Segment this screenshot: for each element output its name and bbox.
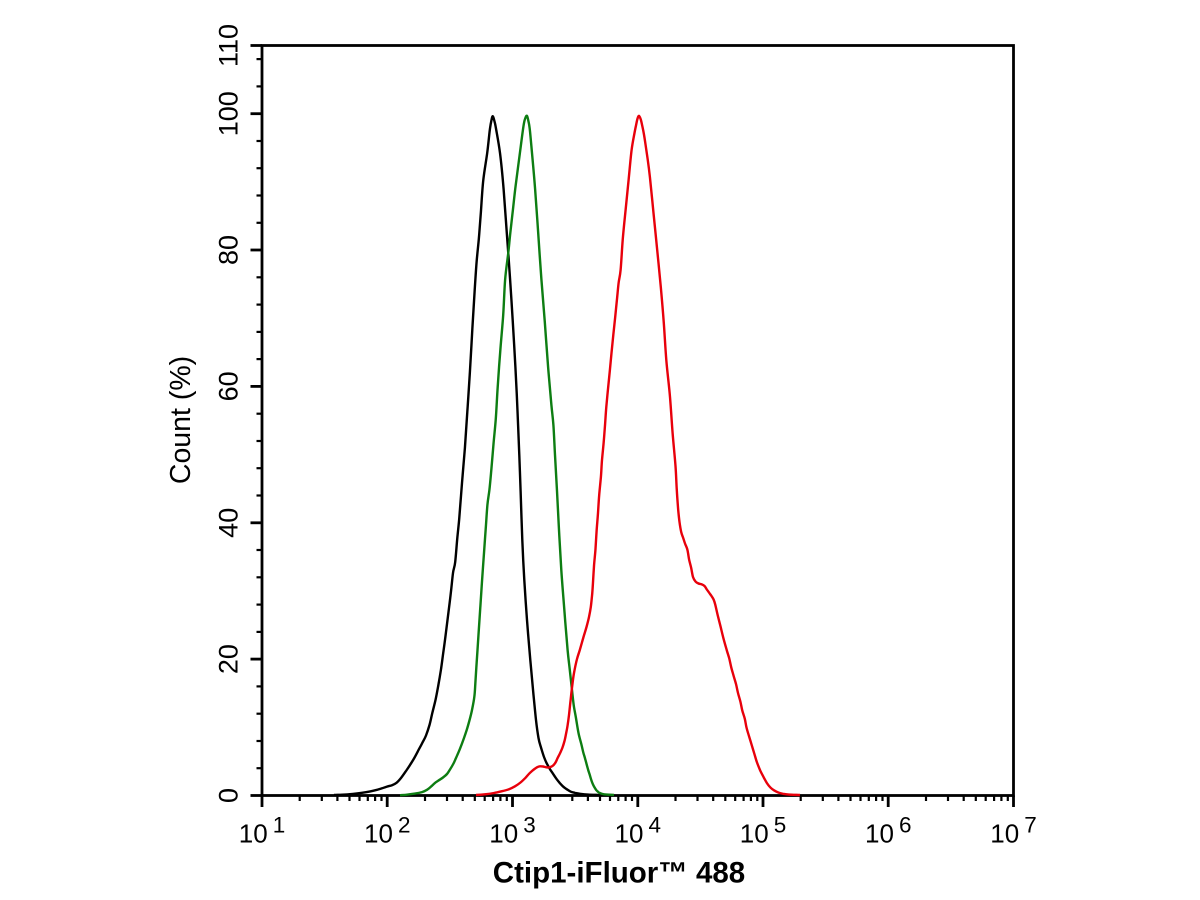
svg-text:40: 40 bbox=[214, 508, 244, 538]
svg-text:4: 4 bbox=[649, 813, 662, 838]
svg-text:10: 10 bbox=[239, 819, 268, 849]
svg-text:1: 1 bbox=[273, 813, 286, 838]
svg-text:100: 100 bbox=[214, 91, 244, 136]
svg-text:110: 110 bbox=[214, 24, 244, 67]
svg-text:80: 80 bbox=[214, 235, 244, 265]
svg-text:10: 10 bbox=[615, 819, 644, 849]
svg-text:Count (%): Count (%) bbox=[165, 356, 197, 484]
svg-text:0: 0 bbox=[214, 788, 244, 803]
svg-text:3: 3 bbox=[523, 813, 536, 838]
svg-text:10: 10 bbox=[990, 819, 1019, 849]
svg-text:10: 10 bbox=[865, 819, 894, 849]
svg-text:2: 2 bbox=[398, 813, 411, 838]
svg-text:Ctip1-iFluor™ 488: Ctip1-iFluor™ 488 bbox=[493, 857, 745, 890]
svg-text:6: 6 bbox=[899, 813, 912, 838]
svg-text:10: 10 bbox=[740, 819, 769, 849]
svg-text:5: 5 bbox=[774, 813, 787, 838]
svg-text:7: 7 bbox=[1024, 813, 1037, 838]
svg-text:20: 20 bbox=[214, 644, 244, 674]
svg-text:60: 60 bbox=[214, 371, 244, 401]
svg-text:10: 10 bbox=[364, 819, 393, 849]
svg-text:10: 10 bbox=[489, 819, 518, 849]
